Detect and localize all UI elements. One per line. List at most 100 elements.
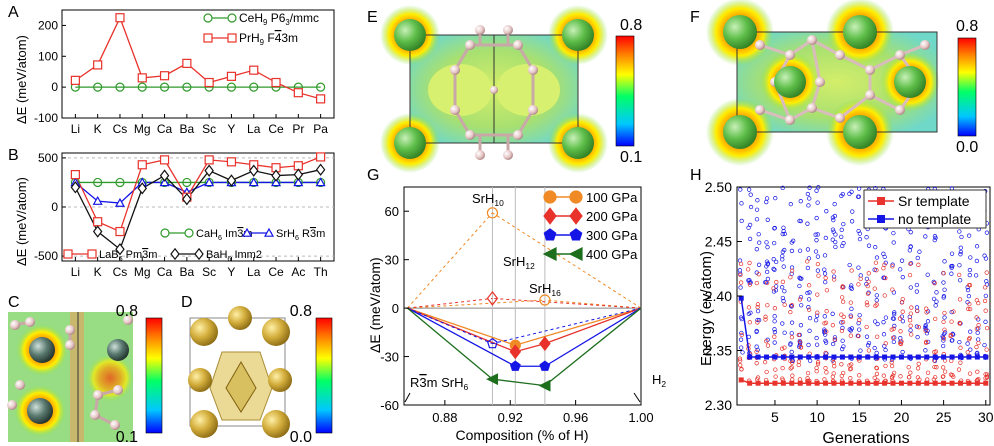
- annotation-label: SrH12: [503, 254, 535, 271]
- population-point: [757, 240, 762, 245]
- population-point: [780, 279, 786, 284]
- y-tick-label: -60: [380, 398, 399, 413]
- data-point: [93, 82, 103, 92]
- population-point: [823, 340, 829, 345]
- panel-label-c: C: [8, 294, 20, 311]
- population-point: [875, 321, 880, 327]
- population-point: [755, 320, 760, 325]
- population-point: [814, 188, 819, 193]
- population-point: [823, 279, 828, 285]
- population-point: [831, 274, 837, 279]
- population-point: [908, 261, 913, 267]
- population-point: [931, 296, 937, 302]
- population-point: [782, 345, 787, 350]
- population-point: [983, 293, 989, 299]
- population-point: [807, 328, 812, 333]
- legend-marker: [87, 249, 97, 259]
- population-point: [831, 217, 836, 223]
- population-point: [831, 269, 836, 274]
- best-energy-point: [932, 380, 938, 386]
- population-point: [796, 332, 801, 338]
- population-point: [856, 194, 861, 199]
- population-point: [797, 297, 803, 302]
- population-point: [788, 275, 793, 280]
- population-point: [740, 350, 745, 355]
- population-point: [984, 270, 989, 275]
- population-point: [848, 376, 853, 381]
- best-energy-point: [915, 380, 921, 386]
- x-tick-label: 0.92: [498, 410, 523, 425]
- population-point: [840, 338, 845, 343]
- best-energy-point: [890, 380, 896, 386]
- population-point: [857, 317, 862, 323]
- population-point: [942, 369, 948, 374]
- population-point: [890, 316, 896, 321]
- data-point: [115, 82, 125, 92]
- population-point: [789, 265, 795, 270]
- panel-g-xlabel: Composition (% of H): [455, 427, 588, 443]
- y-tick-label: 2.45: [705, 234, 732, 250]
- population-point: [865, 291, 871, 296]
- population-point: [765, 303, 770, 308]
- population-point: [788, 309, 793, 315]
- population-point: [772, 319, 777, 324]
- population-point: [765, 276, 771, 282]
- population-point: [799, 276, 804, 281]
- population-point: [774, 259, 779, 265]
- x-tick-label: 25: [936, 409, 952, 425]
- data-point: [271, 77, 281, 88]
- population-point: [738, 187, 743, 192]
- population-point: [957, 297, 963, 302]
- population-point: [788, 366, 793, 371]
- population-point: [889, 327, 894, 332]
- population-point: [872, 375, 877, 380]
- x-tick-label: Ba: [180, 265, 195, 279]
- population-point: [908, 323, 913, 328]
- colorbar-e-max: 0.8: [620, 17, 642, 34]
- data-point: [315, 163, 326, 176]
- best-energy-point: [865, 354, 871, 360]
- best-energy-point: [839, 380, 845, 386]
- population-point: [814, 335, 819, 341]
- population-point: [926, 339, 931, 345]
- population-point: [841, 314, 846, 319]
- population-point: [858, 348, 863, 353]
- population-point: [806, 305, 811, 310]
- best-energy-line: [740, 298, 986, 358]
- y-tick-label: 100: [38, 49, 58, 63]
- population-point: [789, 268, 795, 273]
- best-energy-point: [924, 354, 930, 360]
- population-point: [967, 301, 972, 307]
- population-point: [839, 227, 844, 232]
- population-point: [748, 280, 753, 285]
- best-energy-point: [957, 354, 963, 360]
- legend-label: 300 GPa: [586, 228, 638, 243]
- population-point: [772, 225, 777, 231]
- best-energy-point: [747, 354, 753, 360]
- data-point: [114, 197, 125, 207]
- population-point: [780, 257, 785, 262]
- population-point: [848, 328, 853, 333]
- x-tick-label: Y: [227, 122, 235, 136]
- population-point: [847, 367, 853, 372]
- population-point: [738, 358, 743, 363]
- panel-f-elf-map: [706, 0, 940, 166]
- data-point: [93, 217, 103, 227]
- data-point: [92, 195, 103, 205]
- population-point: [739, 366, 744, 372]
- population-point: [908, 244, 913, 250]
- population-point: [772, 327, 777, 332]
- legend-label: PrH9 F43m: [239, 31, 298, 47]
- data-point: [248, 164, 259, 177]
- population-point: [763, 317, 768, 322]
- population-point: [782, 231, 787, 237]
- population-point: [856, 265, 861, 270]
- best-energy-point: [772, 354, 778, 360]
- x-tick-label: Ce: [268, 122, 284, 136]
- population-point: [780, 321, 785, 326]
- sr-atom: [190, 410, 218, 438]
- population-point: [883, 341, 888, 346]
- legend-marker: [569, 190, 583, 204]
- population-point: [805, 221, 810, 226]
- population-point: [797, 248, 803, 253]
